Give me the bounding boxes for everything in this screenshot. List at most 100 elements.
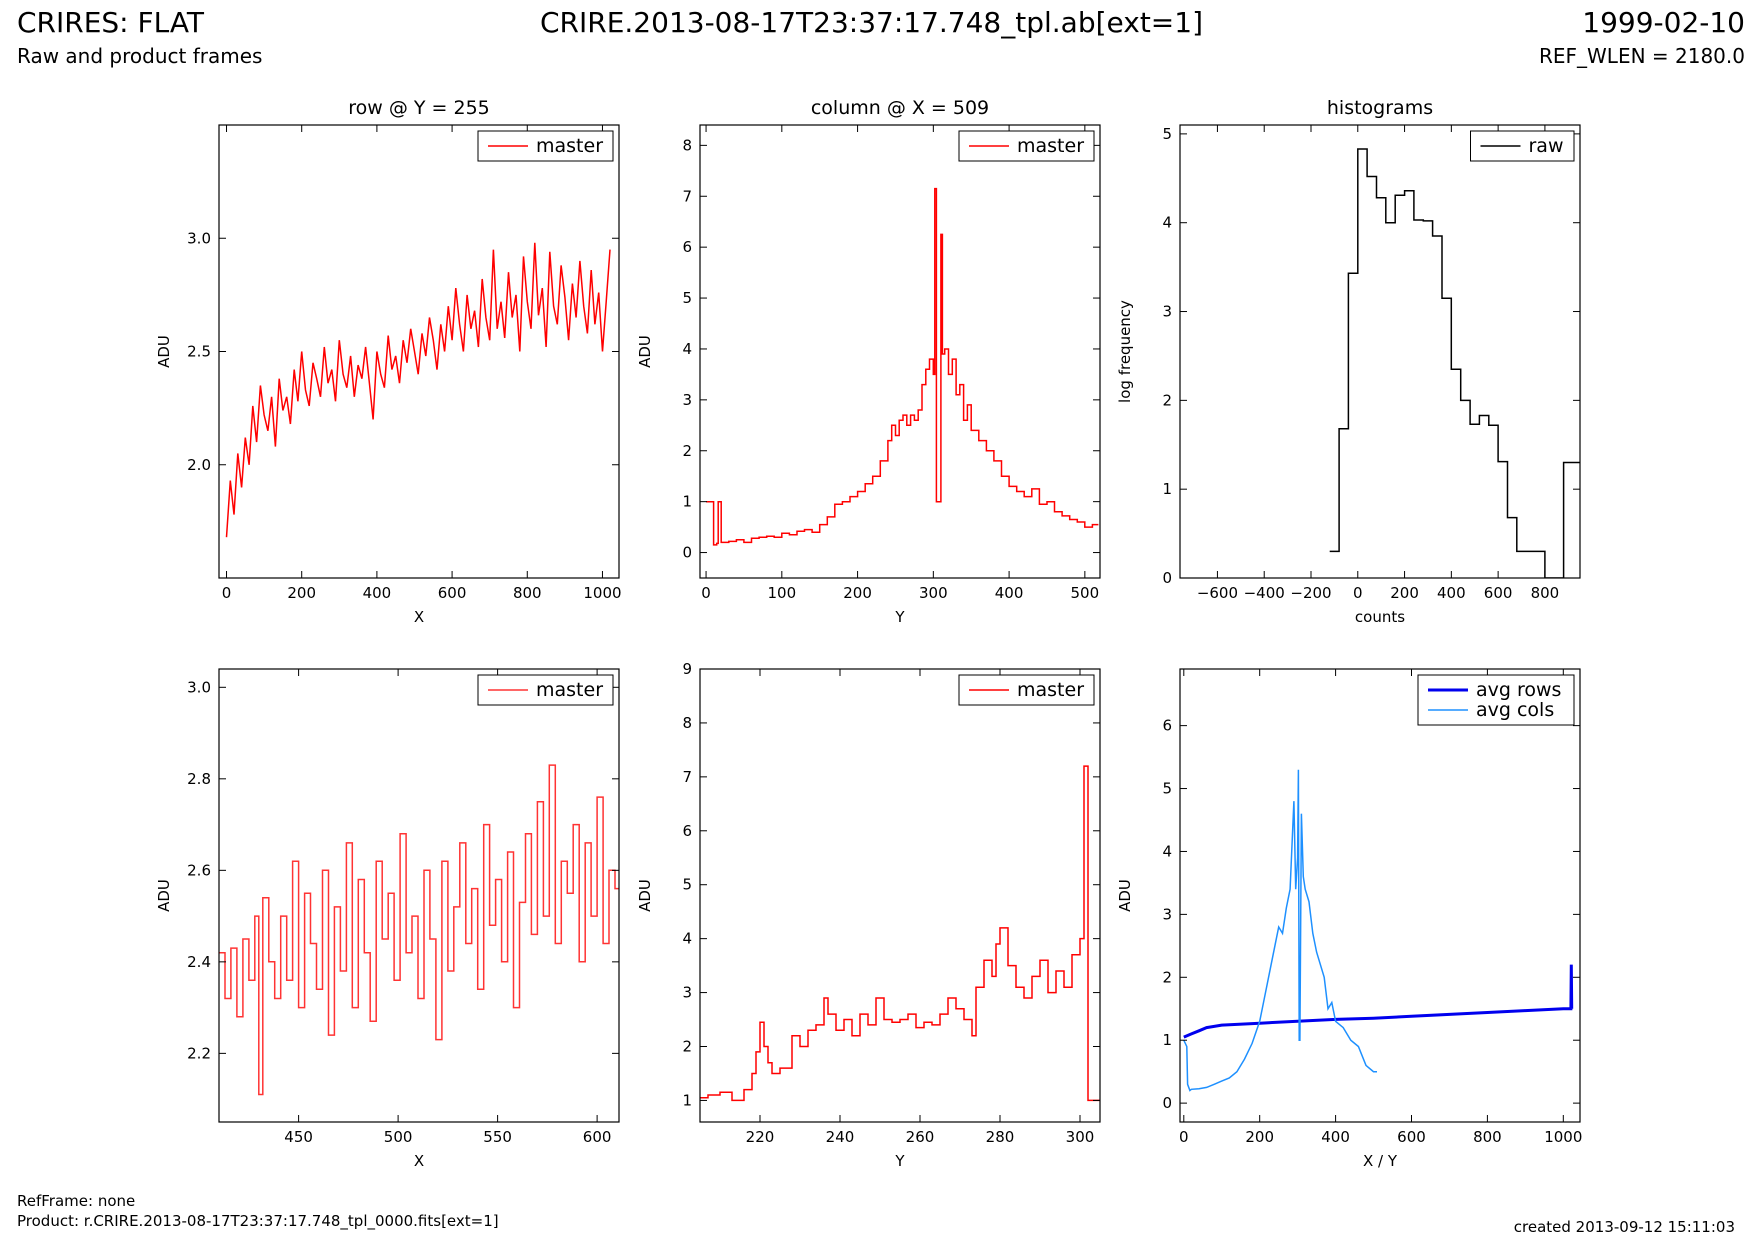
series-line-avg-rows	[1183, 964, 1574, 1039]
y-tick-label: 1	[1162, 480, 1172, 498]
x-tick-label: 600	[438, 584, 467, 602]
y-tick-label: 5	[1162, 125, 1172, 143]
y-axis-label: ADU	[636, 879, 654, 912]
y-tick-label: 2	[1162, 391, 1172, 409]
x-tick-label: 0	[1179, 1128, 1189, 1146]
y-tick-label: 4	[682, 340, 692, 358]
y-tick-label: 0	[1162, 569, 1172, 587]
x-tick-label: 280	[986, 1128, 1015, 1146]
x-tick-label: 800	[513, 584, 542, 602]
x-tick-label: −600	[1197, 584, 1238, 602]
plot-frame	[699, 124, 1101, 579]
panel-title: column @ X = 509	[811, 97, 989, 119]
y-tick-label: 0	[1162, 1094, 1172, 1112]
y-tick-label: 2.6	[187, 861, 211, 879]
y-tick-label: 5	[682, 289, 692, 307]
legend-label: master	[536, 135, 603, 157]
y-tick-label: 2.4	[187, 953, 211, 971]
x-axis-label: Y	[894, 608, 905, 626]
series-line-master	[219, 764, 619, 1096]
series-line-master	[700, 765, 1100, 1102]
x-tick-label: 200	[1245, 1128, 1274, 1146]
series-line-master	[706, 187, 1099, 546]
x-tick-label: 500	[384, 1128, 413, 1146]
ref-frame-note: RefFrame: none	[17, 1192, 136, 1210]
product-note: Product: r.CRIRE.2013-08-17T23:37:17.748…	[17, 1212, 499, 1230]
y-tick-label: 3	[682, 391, 692, 409]
panel-title: row @ Y = 255	[348, 97, 490, 119]
y-tick-label: 0	[682, 544, 692, 562]
y-tick-label: 8	[682, 136, 692, 154]
x-tick-label: 300	[919, 584, 948, 602]
y-tick-label: 2.8	[187, 770, 211, 788]
x-tick-label: 300	[1066, 1128, 1095, 1146]
legend-label: avg rows	[1476, 679, 1561, 701]
x-tick-label: 600	[1397, 1128, 1426, 1146]
y-axis-label: log frequency	[1116, 300, 1134, 403]
legend-label: master	[1017, 135, 1084, 157]
y-tick-label: 3	[1162, 303, 1172, 321]
plot-frame	[699, 668, 1101, 1123]
plot-frame	[218, 124, 620, 579]
legend-label: avg cols	[1476, 699, 1554, 721]
y-tick-label: 4	[1162, 842, 1172, 860]
x-axis-label: X	[414, 608, 424, 626]
y-tick-label: 8	[682, 714, 692, 732]
x-tick-label: 450	[284, 1128, 313, 1146]
y-tick-label: 2.0	[187, 456, 211, 474]
x-tick-label: 800	[1531, 584, 1560, 602]
y-tick-label: 4	[1162, 214, 1172, 232]
series-line-master	[225, 242, 611, 538]
x-tick-label: 400	[363, 584, 392, 602]
x-tick-label: −400	[1244, 584, 1285, 602]
y-tick-label: 3.0	[187, 678, 211, 696]
y-tick-label: 7	[682, 768, 692, 786]
report-subtitle: Raw and product frames	[17, 44, 263, 68]
x-tick-label: 800	[1473, 1128, 1502, 1146]
x-tick-label: 400	[995, 584, 1024, 602]
y-axis-label: ADU	[636, 335, 654, 368]
file-name: CRIRE.2013-08-17T23:37:17.748_tpl.ab[ext…	[540, 6, 1204, 39]
y-tick-label: 1	[1162, 1031, 1172, 1049]
report-title: CRIRES: FLAT	[17, 6, 204, 39]
series-line-avg-cols	[1183, 769, 1377, 1092]
y-tick-label: 5	[1162, 780, 1172, 798]
x-tick-label: 1000	[1544, 1128, 1582, 1146]
x-tick-label: 200	[843, 584, 872, 602]
ref-wlen: REF_WLEN = 2180.0	[1538, 44, 1745, 68]
x-tick-label: 200	[1390, 584, 1419, 602]
y-axis-label: ADU	[1116, 879, 1134, 912]
y-tick-label: 5	[682, 876, 692, 894]
x-tick-label: 260	[906, 1128, 935, 1146]
y-tick-label: 2.2	[187, 1044, 211, 1062]
y-tick-label: 2	[682, 442, 692, 460]
y-tick-label: 2	[1162, 968, 1172, 986]
x-tick-label: 100	[767, 584, 796, 602]
y-tick-label: 2.5	[187, 343, 211, 361]
series-line-raw	[1329, 148, 1580, 578]
x-axis-label: Y	[894, 1152, 905, 1170]
y-tick-label: 2	[682, 1038, 692, 1056]
plot-frame	[1179, 124, 1581, 579]
x-tick-label: 1000	[583, 584, 621, 602]
x-axis-label: X / Y	[1363, 1152, 1398, 1170]
x-tick-label: 600	[1484, 584, 1513, 602]
x-axis-label: counts	[1355, 608, 1405, 626]
plot-frame	[218, 668, 620, 1123]
x-axis-label: X	[414, 1152, 424, 1170]
legend-box	[1417, 674, 1575, 726]
y-tick-label: 3.0	[187, 229, 211, 247]
legend-label: raw	[1529, 135, 1564, 157]
x-tick-label: 220	[746, 1128, 775, 1146]
x-tick-label: 400	[1437, 584, 1466, 602]
x-tick-label: 500	[1071, 584, 1100, 602]
y-axis-label: ADU	[155, 879, 173, 912]
x-tick-label: 200	[287, 584, 316, 602]
y-tick-label: 6	[1162, 717, 1172, 735]
plot-frame	[1179, 668, 1581, 1123]
legend-label: master	[536, 679, 603, 701]
created-note: created 2013-09-12 15:11:03	[1513, 1218, 1735, 1236]
panel-title: histograms	[1327, 97, 1433, 119]
x-tick-label: 0	[701, 584, 711, 602]
y-tick-label: 3	[682, 984, 692, 1002]
